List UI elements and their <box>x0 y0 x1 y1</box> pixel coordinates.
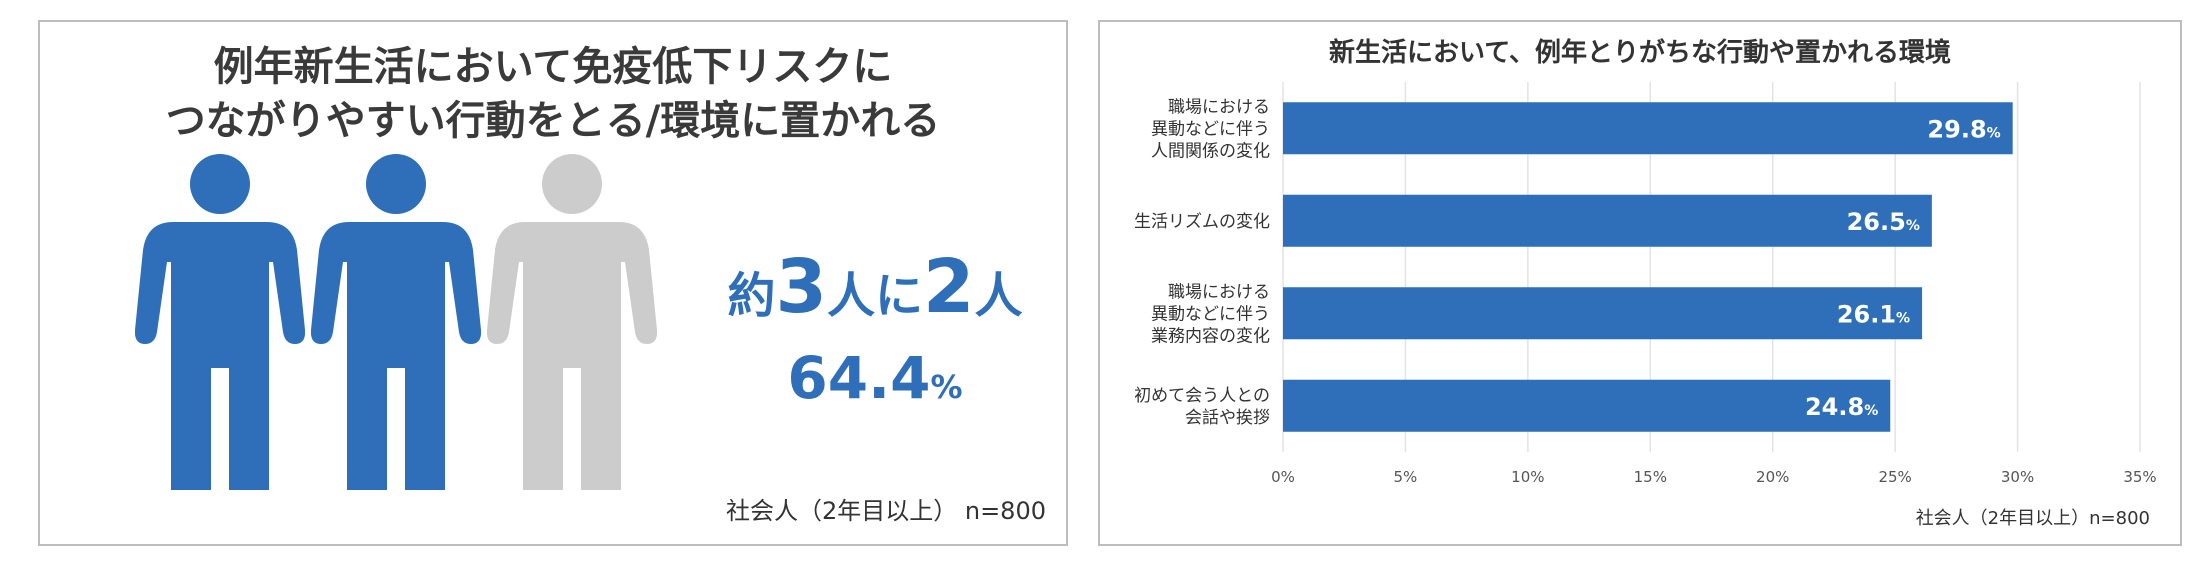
x-tick-label: 15% <box>1634 468 1667 486</box>
bar <box>1283 102 2013 155</box>
x-tick-label: 35% <box>2123 468 2156 486</box>
category-label: 異動などに伴う <box>1151 119 1270 139</box>
infographic-panel: 例年新生活において免疫低下リスクに つながりやすい行動をとる/環境に置かれる 約… <box>38 20 1068 546</box>
ratio-statement: 約3人に2人 <box>685 244 1065 330</box>
bar-chart: 0% 5% 10% 15% 20% 25% 30% 35%29.8%職場における異動などに伴う… <box>1134 82 2157 486</box>
stat-number-2: 2 <box>923 244 975 330</box>
category-label: 異動などに伴う <box>1151 304 1270 324</box>
bar-value-label: 26.5% <box>1847 208 1920 236</box>
person-icon-gray <box>487 154 657 490</box>
stat-mid: 人に <box>826 268 923 324</box>
x-tick-label: 30% <box>2001 468 2034 486</box>
bar-value-label: 24.8% <box>1805 393 1878 421</box>
category-label: 会話や挨拶 <box>1185 408 1270 428</box>
category-label: 生活リズムの変化 <box>1134 212 1270 232</box>
category-label: 初めて会う人との <box>1134 386 1270 406</box>
category-label: 業務内容の変化 <box>1151 326 1270 346</box>
bar <box>1283 379 1891 432</box>
category-label: 人間関係の変化 <box>1151 141 1270 161</box>
x-tick-label: 10% <box>1511 468 1544 486</box>
stat-prefix: 約 <box>727 268 776 324</box>
bar-chart-panel: 新生活において、例年とりがちな行動や置かれる環境 0% 5% 10% 15% 20% 25… <box>1098 20 2182 546</box>
bar <box>1283 194 1932 247</box>
person-icon-blue-1 <box>135 154 305 490</box>
stat-suffix: 人 <box>974 268 1023 324</box>
x-tick-label: 5% <box>1394 468 1418 486</box>
bar-value-label: 26.1% <box>1837 300 1910 328</box>
title-line-1: 例年新生活において免疫低下リスクに <box>213 44 893 90</box>
percent-statement: 64.4% <box>685 344 1065 412</box>
bar <box>1283 287 1923 340</box>
category-label: 職場における <box>1168 97 1270 117</box>
stat-number-1: 3 <box>775 244 827 330</box>
x-tick-label: 0% <box>1271 468 1295 486</box>
chart-sample-note: 社会人（2年目以上）n=800 <box>1915 508 2150 529</box>
percent-unit: % <box>930 368 963 406</box>
sample-note: 社会人（2年目以上） n=800 <box>725 497 1046 525</box>
category-label: 職場における <box>1168 282 1270 302</box>
chart-title: 新生活において、例年とりがちな行動や置かれる環境 <box>1329 38 1951 68</box>
percent-value: 64.4 <box>787 344 931 412</box>
x-tick-label: 20% <box>1756 468 1789 486</box>
bar-value-label: 29.8% <box>1927 115 2000 143</box>
x-tick-label: 25% <box>1878 468 1911 486</box>
person-icon-blue-2 <box>311 154 481 490</box>
title-line-2: つながりやすい行動をとる/環境に置かれる <box>165 98 941 144</box>
infographic-title: 例年新生活において免疫低下リスクに つながりやすい行動をとる/環境に置かれる <box>40 40 1066 148</box>
